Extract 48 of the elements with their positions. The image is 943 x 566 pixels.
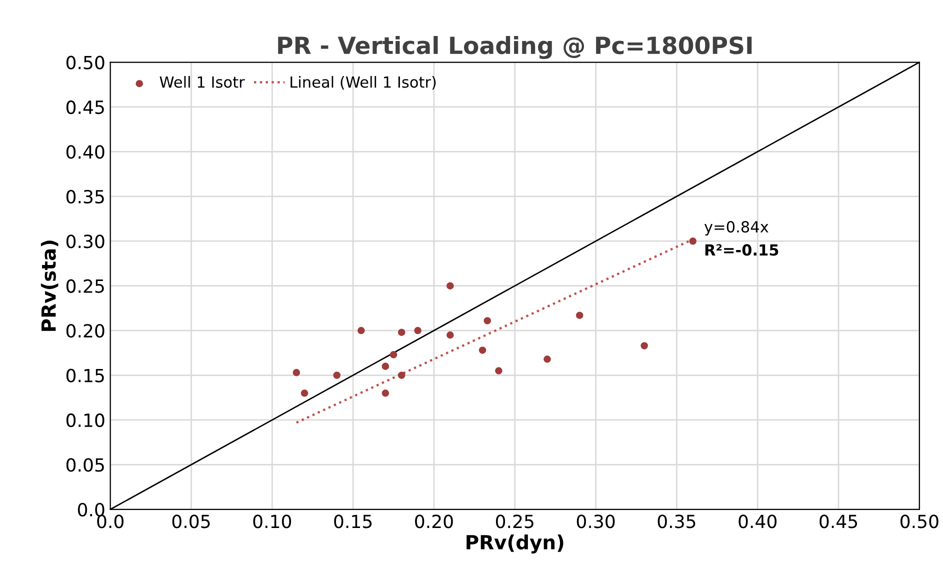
point — [544, 356, 551, 363]
point — [414, 326, 422, 334]
point — [382, 390, 390, 397]
y-tick-label: 0.10 — [66, 413, 104, 428]
y-tick-label: 0.25 — [66, 279, 104, 293]
point — [300, 390, 308, 397]
x-tick-label: 0.35 — [658, 514, 696, 528]
y-tick-label: 0.30 — [66, 234, 104, 248]
point — [382, 362, 390, 370]
x-tick-label: 0.50 — [900, 514, 938, 528]
legend-label: Lineal (Well 1 Isotr) — [290, 76, 436, 90]
point — [292, 368, 300, 376]
x-tick-label: 0.20 — [415, 514, 453, 528]
y-axis-title: PRv(sta) — [40, 240, 58, 331]
point — [484, 317, 492, 324]
x-tick-label: 0.45 — [820, 514, 858, 528]
point — [495, 367, 502, 374]
y-tick-label: 0.35 — [66, 190, 104, 204]
point — [398, 372, 406, 379]
point — [689, 237, 697, 245]
y-tick-label: 0.05 — [66, 458, 104, 472]
x-tick-label: 0.10 — [253, 514, 292, 528]
annotation: R²=-0.15 — [705, 244, 778, 256]
x-axis-title: PRv(dyn) — [466, 534, 564, 554]
point — [333, 372, 341, 379]
point — [446, 282, 454, 290]
point — [640, 342, 648, 350]
point — [576, 312, 584, 319]
point — [478, 346, 486, 354]
legend-label: Well 1 Isotr — [160, 76, 245, 88]
x-tick-label: 0.15 — [334, 514, 372, 528]
x-tick-label: 0.40 — [738, 514, 777, 528]
y-tick-label: 0.50 — [66, 56, 104, 70]
point — [390, 351, 398, 358]
y-tick-label: 0.45 — [66, 100, 104, 114]
y-tick-label: 0.15 — [66, 368, 104, 382]
x-tick-label: 0.25 — [496, 514, 534, 528]
point — [446, 331, 454, 339]
point — [358, 326, 365, 334]
y-tick-label: 0.0 — [78, 502, 104, 517]
y-tick-label: 0.40 — [66, 145, 104, 159]
x-tick-label: 0.05 — [172, 514, 210, 528]
annotation: y=0.84x — [704, 221, 768, 236]
point — [398, 328, 406, 336]
x-tick-label: 0.0 — [97, 514, 124, 528]
y-tick-label: 0.20 — [66, 324, 104, 338]
chart-title: PR - Vertical Loading @ Pc=1800PSI — [278, 36, 752, 60]
x-tick-label: 0.30 — [576, 514, 615, 528]
